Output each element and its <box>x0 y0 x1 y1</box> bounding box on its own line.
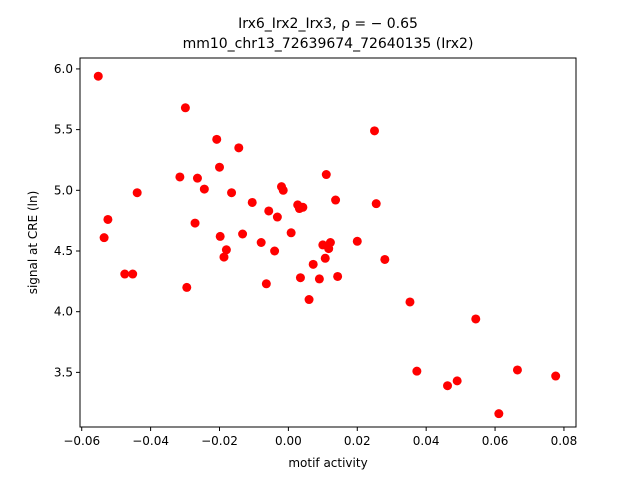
data-point-31 <box>295 273 305 283</box>
data-point-53 <box>512 365 522 375</box>
data-point-3 <box>120 269 130 279</box>
x-tick-label: 0.00 <box>275 434 302 448</box>
data-point-2 <box>103 214 113 224</box>
y-tick-label: 3.5 <box>54 365 73 379</box>
data-point-19 <box>238 229 248 239</box>
data-point-45 <box>371 199 381 209</box>
data-point-50 <box>452 376 462 386</box>
data-point-7 <box>180 103 190 113</box>
plot-area-frame <box>79 57 577 428</box>
data-point-47 <box>405 297 415 307</box>
y-tick-label: 4.5 <box>54 244 73 258</box>
data-point-17 <box>227 188 237 198</box>
data-point-14 <box>215 231 225 241</box>
data-point-11 <box>199 184 209 194</box>
data-point-48 <box>412 366 422 376</box>
x-axis-ticks: −0.06 −0.04 −0.02 0.00 0.02 0.04 0.06 0.08 <box>63 427 577 448</box>
y-tick-label: 5.5 <box>54 123 73 137</box>
data-point-1 <box>99 233 109 243</box>
data-point-35 <box>314 274 324 284</box>
y-tick-label: 4.0 <box>54 305 73 319</box>
chart-title-line1: Irx6_Irx2_Irx3, ρ = − 0.65 <box>238 16 418 32</box>
x-tick-label: 0.08 <box>551 434 578 448</box>
x-tick-label: 0.06 <box>482 434 509 448</box>
y-tick-label: 6.0 <box>54 62 73 76</box>
data-point-13 <box>215 162 224 172</box>
data-point-38 <box>321 170 331 180</box>
data-point-51 <box>471 314 481 324</box>
data-point-41 <box>331 195 341 205</box>
data-point-27 <box>278 185 288 195</box>
data-point-5 <box>132 188 142 198</box>
data-point-18 <box>234 143 244 153</box>
data-point-32 <box>298 202 308 212</box>
data-point-52 <box>494 409 504 419</box>
data-point-12 <box>212 134 222 144</box>
data-point-21 <box>256 238 266 247</box>
data-point-0 <box>93 71 103 81</box>
data-point-28 <box>286 228 296 238</box>
data-point-10 <box>192 173 202 183</box>
x-axis-label: motif activity <box>288 456 367 470</box>
y-axis-ticks: 3.5 4.0 4.5 5.0 5.5 6.0 <box>54 62 80 379</box>
chart-title-line2: mm10_chr13_72639674_72640135 (Irx2) <box>183 36 474 52</box>
data-point-25 <box>272 212 282 222</box>
x-tick-label: 0.02 <box>344 434 371 448</box>
data-point-43 <box>352 236 362 246</box>
data-point-49 <box>443 381 453 391</box>
data-point-8 <box>182 282 192 292</box>
x-tick-label: −0.02 <box>201 434 238 448</box>
data-point-6 <box>175 172 185 182</box>
data-point-16 <box>221 245 231 255</box>
data-point-23 <box>264 206 274 216</box>
data-point-24 <box>270 246 280 256</box>
data-point-4 <box>128 269 138 279</box>
data-point-54 <box>551 371 561 381</box>
data-point-40 <box>325 238 335 247</box>
x-tick-label: −0.06 <box>63 434 100 448</box>
y-tick-label: 5.0 <box>54 183 73 197</box>
x-tick-label: 0.04 <box>413 434 440 448</box>
data-point-15 <box>219 252 229 262</box>
data-point-33 <box>304 295 314 305</box>
data-point-46 <box>380 254 390 264</box>
x-tick-label: −0.04 <box>132 434 169 448</box>
data-point-34 <box>308 259 318 269</box>
data-point-42 <box>333 271 343 281</box>
data-point-20 <box>247 197 257 207</box>
data-point-9 <box>190 218 200 228</box>
data-point-22 <box>261 279 271 289</box>
y-axis-label: signal at CRE (ln) <box>26 191 40 295</box>
data-points <box>93 71 561 419</box>
data-point-37 <box>320 253 330 263</box>
data-point-44 <box>370 126 379 136</box>
